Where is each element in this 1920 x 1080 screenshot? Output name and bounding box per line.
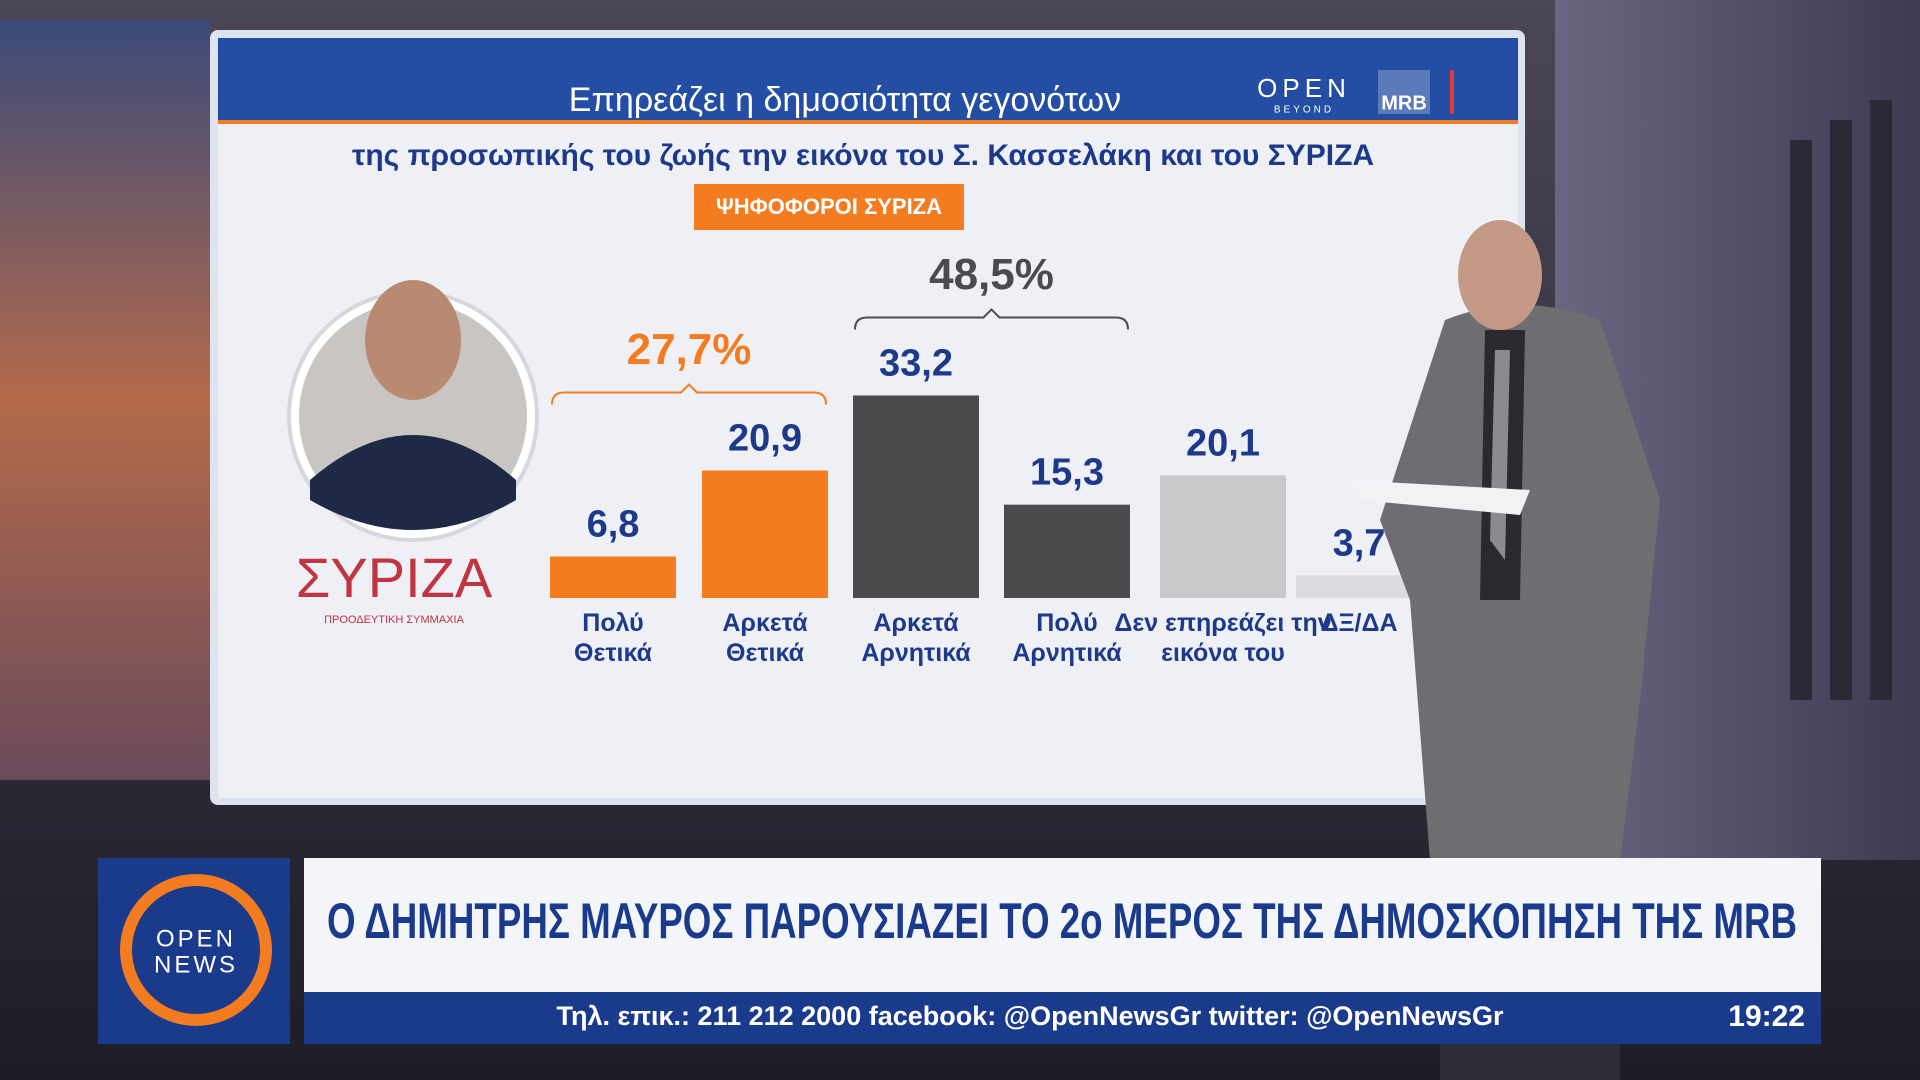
- wall-panels: [1790, 100, 1892, 700]
- category-label: Πολύ Θετικά: [574, 609, 652, 667]
- category-label: Πολύ Αρνητικά: [1012, 609, 1122, 667]
- headline-bar: [304, 858, 1821, 992]
- mrb-box: [1378, 70, 1430, 114]
- mrb-logo: MRB: [1381, 92, 1427, 114]
- party-logo: ΣΥΡΙΖΑ: [296, 546, 493, 609]
- category-label: Αρκετά Αρνητικά: [861, 609, 971, 667]
- bar: [1160, 475, 1286, 598]
- value-label: 33,2: [879, 343, 953, 385]
- headline: Ο ΔΗΜΗΤΡΗΣ ΜΑΥΡΟΣ ΠΑΡΟΥΣΙΑΖΕΙ ΤΟ 2ο ΜΕΡΟ…: [327, 893, 1797, 949]
- open-logo: OPEN: [1257, 73, 1351, 103]
- bar: [853, 395, 979, 598]
- group-bracket: [551, 383, 827, 405]
- header-bar: [218, 38, 1518, 123]
- portrait-head: [365, 280, 461, 400]
- logo-divider: [1450, 70, 1454, 114]
- bars: 6,8 20,9 33,2 15,3 20,1 3,7 27,7% 48,5%: [550, 250, 1422, 598]
- header-accent: [218, 120, 1518, 124]
- value-label: 15,3: [1030, 452, 1104, 494]
- channel-logo-bottom: NEWS: [154, 951, 238, 978]
- value-label: 3,7: [1333, 522, 1386, 564]
- value-label: 20,9: [728, 418, 802, 460]
- channel-logo-top: OPEN: [156, 925, 236, 952]
- badge: [694, 184, 964, 230]
- category-label: Δεν επηρεάζει την εικόνα του: [1114, 609, 1332, 667]
- badge-text: ΨΗΦΟΦΟΡΟΙ ΣΥΡΙΖΑ: [716, 194, 942, 219]
- category-label: ΔΞ/ΔΑ: [1320, 609, 1398, 637]
- beyond-logo: BEYOND: [1274, 105, 1334, 116]
- group-label: 27,7%: [627, 325, 752, 374]
- ticker: Τηλ. επικ.: 211 212 2000 facebook: @Open…: [557, 1001, 1504, 1031]
- chart-subtitle: της προσωπικής του ζωής την εικόνα του Σ…: [352, 139, 1374, 172]
- bar: [702, 470, 828, 598]
- bar: [1296, 575, 1422, 598]
- party-logo-sub: ΠΡΟΟΔΕΥΤΙΚΗ ΣΥΜΜΑΧΙΑ: [324, 614, 464, 626]
- value-label: 6,8: [587, 504, 640, 546]
- portrait-body: [310, 435, 516, 530]
- chart-title: Επηρεάζει η δημοσιότητα γεγονότων: [569, 81, 1121, 119]
- category-label: Αρκετά Θετικά: [722, 609, 808, 667]
- bar: [1004, 504, 1130, 598]
- group-label: 48,5%: [929, 250, 1054, 299]
- bar: [550, 556, 676, 598]
- channel-logo-ring: [120, 874, 272, 1026]
- group-bracket: [854, 308, 1129, 330]
- ticker-bar: [304, 992, 1821, 1044]
- value-label: 20,1: [1186, 422, 1260, 464]
- clock: 19:22: [1728, 1000, 1805, 1033]
- side-screen: [0, 20, 210, 780]
